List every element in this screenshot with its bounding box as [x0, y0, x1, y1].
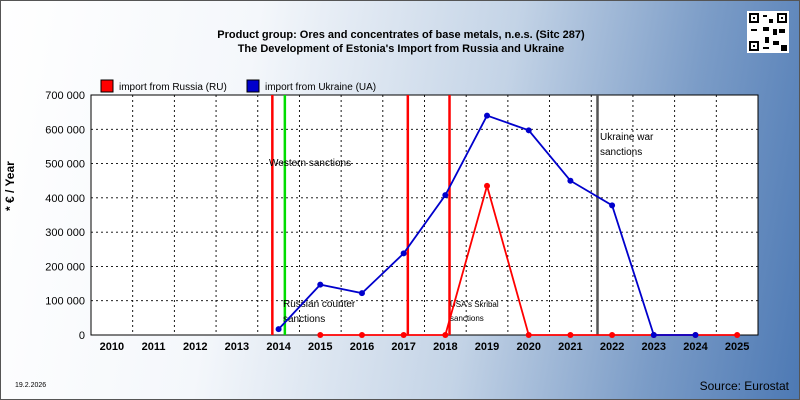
annotation-ukraine-war-l1: Ukraine war: [600, 132, 654, 143]
data-point-0: [400, 332, 407, 338]
legend-label: import from Ukraine (UA): [265, 82, 376, 93]
data-point-1: [609, 202, 616, 209]
x-tick-label: 2025: [725, 341, 749, 353]
source-label: Source: Eurostat: [699, 379, 789, 393]
y-tick-label: 200 000: [45, 261, 85, 273]
qr-code-icon: [747, 11, 789, 53]
x-tick-label: 2024: [683, 341, 708, 353]
date-stamp: 19.2.2026: [15, 382, 47, 389]
data-point-1: [484, 112, 491, 119]
x-tick-label: 2019: [475, 341, 499, 353]
data-point-1: [692, 332, 699, 338]
y-tick-label: 300 000: [45, 227, 85, 239]
data-point-0: [484, 182, 491, 189]
data-point-0: [567, 332, 574, 338]
annotation-western-sanctions: Western sanctions: [269, 158, 351, 169]
data-point-1: [525, 127, 532, 134]
y-tick-label: 400 000: [45, 193, 85, 205]
y-tick-label: 0: [79, 330, 85, 342]
annotation-skripal-l1: USA's Skribal: [450, 300, 499, 309]
x-tick-label: 2010: [100, 341, 124, 353]
x-tick-label: 2012: [183, 341, 207, 353]
data-point-0: [442, 332, 449, 338]
legend-label: import from Russia (RU): [119, 82, 227, 93]
annotation-russian-counter-l1: Russian counter: [283, 299, 356, 310]
data-point-1: [317, 281, 324, 288]
data-point-1: [358, 290, 365, 297]
data-point-1: [275, 326, 282, 333]
data-point-0: [317, 332, 324, 338]
legend-swatch: [100, 79, 114, 93]
x-tick-label: 2014: [266, 341, 291, 353]
legend-swatch: [246, 79, 260, 93]
x-tick-label: 2017: [391, 341, 415, 353]
x-tick-label: 2018: [433, 341, 457, 353]
data-point-0: [525, 332, 532, 338]
x-tick-label: 2021: [558, 341, 582, 353]
data-point-0: [734, 332, 741, 338]
x-tick-label: 2022: [600, 341, 624, 353]
data-point-1: [650, 332, 657, 338]
data-point-1: [442, 192, 449, 199]
x-tick-label: 2023: [642, 341, 666, 353]
y-tick-label: 600 000: [45, 124, 85, 136]
x-tick-label: 2015: [308, 341, 332, 353]
annotation-ukraine-war-l2: sanctions: [600, 147, 642, 158]
annotation-russian-counter-l2: sanctions: [283, 314, 325, 325]
x-tick-label: 2013: [225, 341, 249, 353]
data-point-1: [400, 250, 407, 257]
annotation-skripal-l2: sanctions: [450, 314, 484, 323]
x-tick-label: 2016: [350, 341, 374, 353]
chart-title-line2: The Development of Estonia's Import from…: [237, 43, 565, 55]
x-tick-label: 2011: [142, 341, 166, 353]
y-tick-label: 100 000: [45, 296, 85, 308]
y-tick-label: 700 000: [45, 90, 85, 102]
data-point-1: [567, 177, 574, 184]
data-point-0: [358, 332, 365, 338]
x-tick-label: 2020: [516, 341, 540, 353]
data-point-0: [609, 332, 616, 338]
y-tick-label: 500 000: [45, 159, 85, 171]
chart-title-line1: Product group: Ores and concentrates of …: [217, 29, 585, 41]
